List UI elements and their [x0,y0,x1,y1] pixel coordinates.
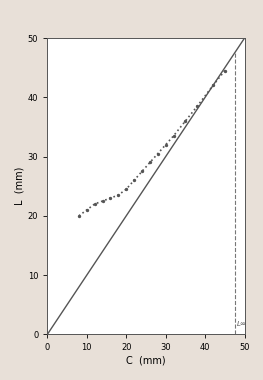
Point [164,142,168,148]
Point [108,195,113,201]
Point [211,82,215,89]
Point [223,68,227,74]
X-axis label: C  (mm): C (mm) [126,355,166,365]
Point [148,160,152,166]
Point [140,168,144,174]
Point [100,198,105,204]
Point [124,186,128,192]
Point [132,177,136,183]
Point [195,103,199,109]
Point [85,207,89,213]
Text: L∞: L∞ [237,320,246,326]
Point [171,133,176,139]
Point [93,201,97,207]
Point [183,118,188,124]
Point [77,213,81,219]
Y-axis label: L  (mm): L (mm) [15,167,25,205]
Point [156,150,160,157]
Point [116,192,120,198]
